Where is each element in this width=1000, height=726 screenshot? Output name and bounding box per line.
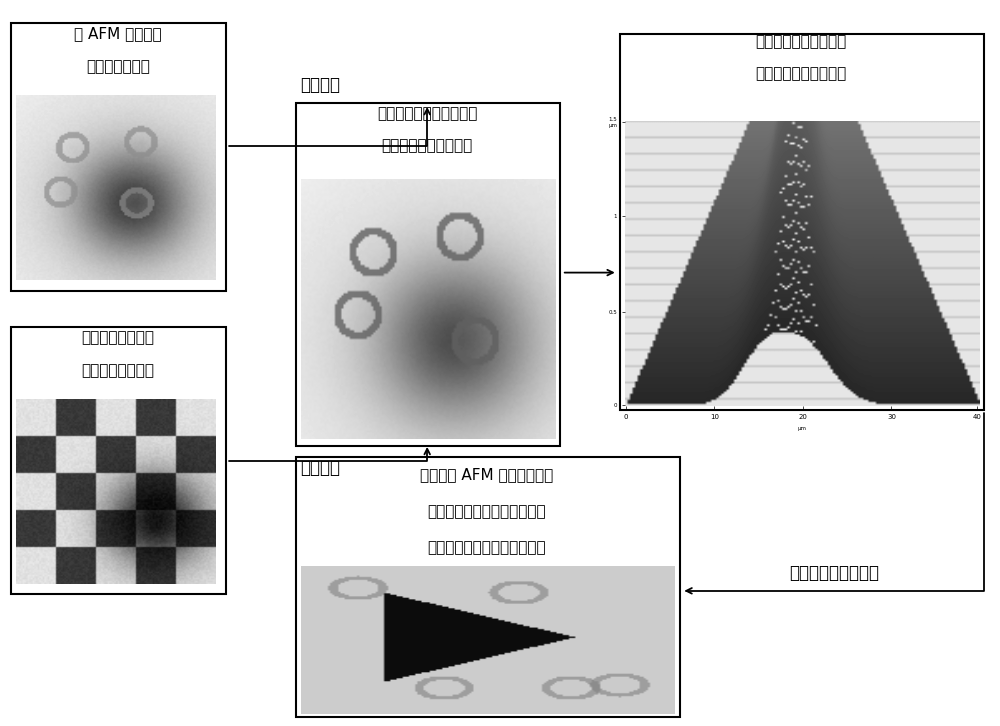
Text: 细胞识别: 细胞识别 — [300, 76, 340, 94]
Bar — [11, 23, 226, 290]
Bar — [620, 34, 984, 410]
Text: 成各个细胞机械特性的测量。: 成各个细胞机械特性的测量。 — [428, 540, 546, 555]
Text: 图像中的实际距离: 图像中的实际距离 — [82, 363, 155, 378]
Bar — [11, 327, 226, 595]
Text: 镜得到细胞图像: 镜得到细胞图像 — [86, 59, 150, 74]
Text: 由 AFM 光学显微: 由 AFM 光学显微 — [74, 26, 162, 41]
Text: 梁之间的实际位置关系: 梁之间的实际位置关系 — [382, 139, 473, 153]
Text: 栅格标定: 栅格标定 — [300, 459, 340, 477]
Bar — [296, 102, 560, 446]
Text: 基于快速局部扫描的针: 基于快速局部扫描的针 — [756, 33, 847, 49]
Text: 测细胞测量点的快速定位，完: 测细胞测量点的快速定位，完 — [428, 504, 546, 519]
Text: 依次实现 AFM 针尖对各个待: 依次实现 AFM 针尖对各个待 — [420, 468, 554, 483]
Bar — [296, 457, 680, 717]
Text: 尖与细胞相对位置标定: 尖与细胞相对位置标定 — [756, 66, 847, 81]
Text: 程序化控制探针运动: 程序化控制探针运动 — [789, 563, 879, 582]
Text: 得到各个细胞与探针悬臂: 得到各个细胞与探针悬臂 — [377, 106, 477, 121]
Text: 用标准栅格标定出: 用标准栅格标定出 — [82, 330, 155, 345]
